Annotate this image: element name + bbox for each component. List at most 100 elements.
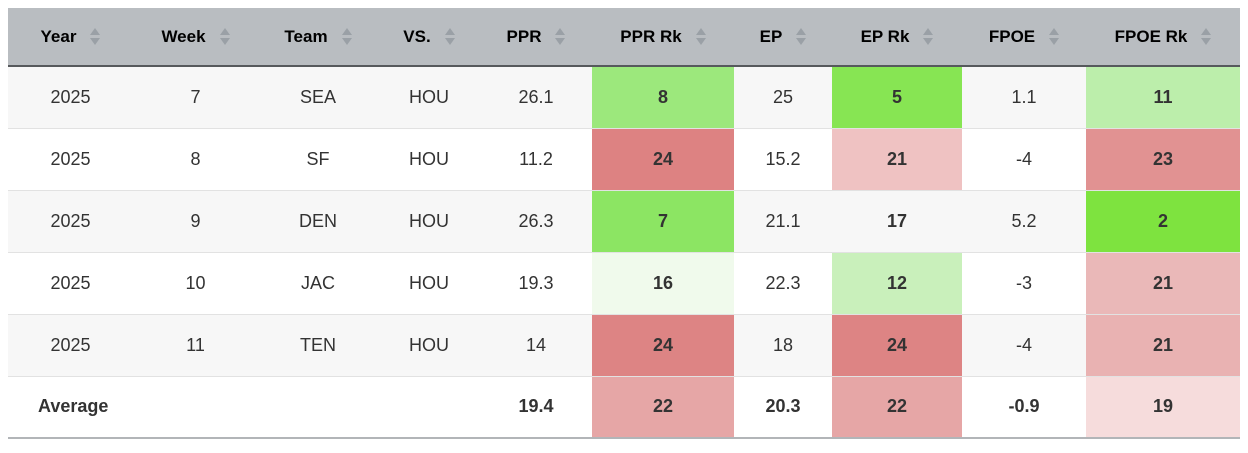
sort-asc-icon [219,28,230,35]
column-header-week[interactable]: Week [133,8,258,67]
column-header-label: FPOE [988,26,1036,46]
sort-arrows-icon[interactable] [923,28,934,45]
year-cell: 2025 [8,66,133,129]
week-cell: 9 [133,190,258,253]
vs-cell: HOU [378,252,480,315]
fpoe-rank-cell: 19 [1086,376,1240,439]
fpoe-cell: -4 [962,128,1086,191]
ep-cell: 18 [734,314,832,377]
column-header-team[interactable]: Team [258,8,378,67]
sort-desc-icon [341,38,352,45]
column-header-vs[interactable]: VS. [378,8,480,67]
fpoe-cell: 1.1 [962,66,1086,129]
sort-desc-icon [923,38,934,45]
team-cell: SF [258,128,378,191]
vs-cell [378,376,480,439]
ep-rank-cell: 12 [832,252,962,315]
sort-arrows-icon[interactable] [341,28,352,45]
sort-desc-icon [695,38,706,45]
table-row: 2025 8 SF HOU 11.2 24 15.2 21 -4 23 [8,128,1240,191]
table-row: 2025 11 TEN HOU 14 24 18 24 -4 21 [8,314,1240,377]
column-header-label: EP [759,26,783,46]
sort-arrows-icon[interactable] [219,28,230,45]
sort-arrows-icon[interactable] [695,28,706,45]
ppr-cell: 11.2 [480,128,592,191]
sort-asc-icon [695,28,706,35]
fpoe-cell: 5.2 [962,190,1086,253]
vs-cell: HOU [378,66,480,129]
average-row: Average 19.4 22 20.3 22 -0.9 19 [8,376,1240,439]
column-header-label: EP Rk [860,26,910,46]
sort-arrows-icon[interactable] [1201,28,1212,45]
ep-cell: 25 [734,66,832,129]
vs-cell: HOU [378,190,480,253]
column-header-ep-rk[interactable]: EP Rk [832,8,962,67]
year-cell: 2025 [8,128,133,191]
fpoe-cell: -0.9 [962,376,1086,439]
fpoe-cell: -3 [962,252,1086,315]
table-header: Year Week Team VS. PPR PPR Rk EP EP Rk [8,8,1240,67]
ppr-rank-cell: 24 [592,314,734,377]
ppr-cell: 19.4 [480,376,592,439]
vs-cell: HOU [378,128,480,191]
sort-asc-icon [90,28,101,35]
year-cell: 2025 [8,252,133,315]
column-header-ep[interactable]: EP [734,8,832,67]
column-header-label: PPR Rk [620,26,682,46]
sort-asc-icon [923,28,934,35]
table-row: 2025 7 SEA HOU 26.1 8 25 5 1.1 11 [8,66,1240,129]
ep-cell: 22.3 [734,252,832,315]
sort-desc-icon [444,38,455,45]
column-header-label: FPOE Rk [1114,26,1188,46]
ppr-rank-cell: 16 [592,252,734,315]
ep-cell: 20.3 [734,376,832,439]
ep-rank-cell: 17 [832,190,962,253]
week-cell [133,376,258,439]
column-header-label: Year [40,26,77,46]
table-row: 2025 10 JAC HOU 19.3 16 22.3 12 -3 21 [8,252,1240,315]
fpoe-rank-cell: 11 [1086,66,1240,129]
column-header-ppr-rk[interactable]: PPR Rk [592,8,734,67]
column-header-fpoe-rk[interactable]: FPOE Rk [1086,8,1240,67]
team-cell: TEN [258,314,378,377]
column-header-ppr[interactable]: PPR [480,8,592,67]
player-gamelog-table: Year Week Team VS. PPR PPR Rk EP EP Rk [8,8,1240,439]
sort-desc-icon [555,38,566,45]
sort-desc-icon [796,38,807,45]
sort-arrows-icon[interactable] [444,28,455,45]
table-row: 2025 9 DEN HOU 26.3 7 21.1 17 5.2 2 [8,190,1240,253]
team-cell [258,376,378,439]
sort-asc-icon [1049,28,1060,35]
ppr-cell: 26.1 [480,66,592,129]
ep-rank-cell: 22 [832,376,962,439]
week-cell: 10 [133,252,258,315]
column-header-label: Week [161,26,206,46]
sort-arrows-icon[interactable] [555,28,566,45]
average-label: Average [8,376,133,439]
column-header-fpoe[interactable]: FPOE [962,8,1086,67]
column-header-label: VS. [403,26,431,46]
column-header-year[interactable]: Year [8,8,133,67]
sort-desc-icon [90,38,101,45]
sort-arrows-icon[interactable] [796,28,807,45]
stats-table-container: Year Week Team VS. PPR PPR Rk EP EP Rk [8,8,1240,439]
sort-asc-icon [444,28,455,35]
ep-rank-cell: 24 [832,314,962,377]
week-cell: 7 [133,66,258,129]
sort-desc-icon [219,38,230,45]
sort-arrows-icon[interactable] [1049,28,1060,45]
ep-rank-cell: 21 [832,128,962,191]
week-cell: 11 [133,314,258,377]
vs-cell: HOU [378,314,480,377]
ppr-cell: 19.3 [480,252,592,315]
sort-desc-icon [1201,38,1212,45]
sort-asc-icon [555,28,566,35]
ppr-rank-cell: 24 [592,128,734,191]
sort-arrows-icon[interactable] [90,28,101,45]
ep-rank-cell: 5 [832,66,962,129]
year-cell: 2025 [8,190,133,253]
fpoe-rank-cell: 23 [1086,128,1240,191]
ppr-rank-cell: 22 [592,376,734,439]
team-cell: JAC [258,252,378,315]
ep-cell: 21.1 [734,190,832,253]
